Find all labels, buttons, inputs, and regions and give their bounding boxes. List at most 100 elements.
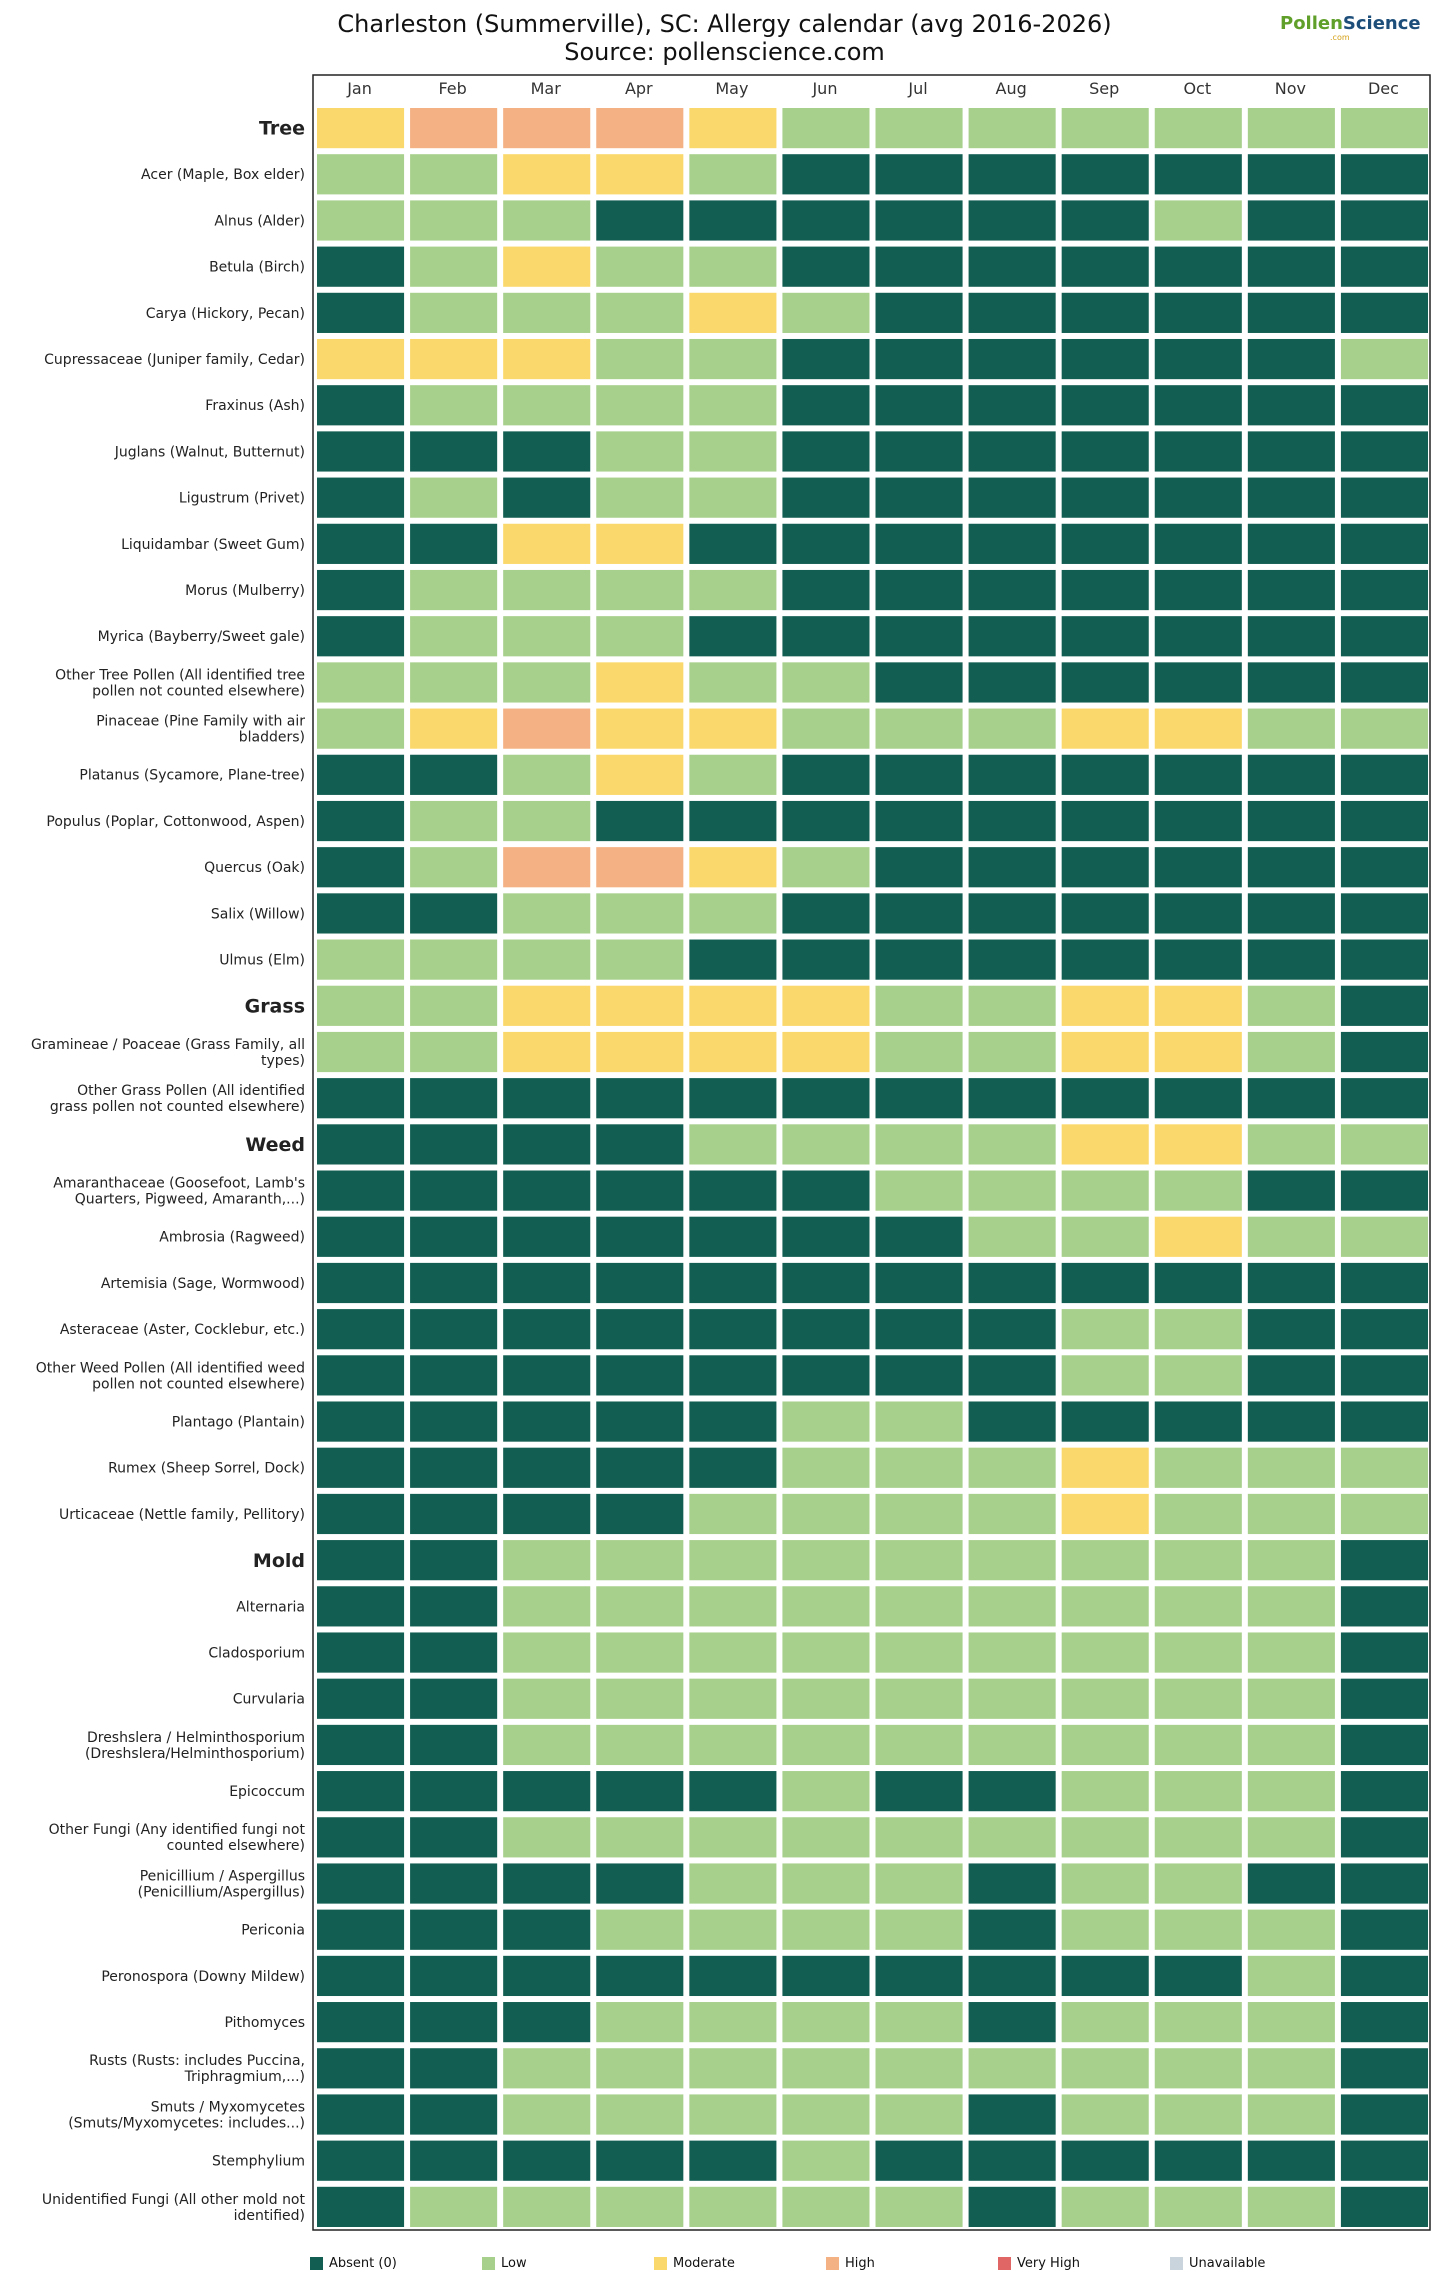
heatmap-cell: Absent (0) bbox=[689, 939, 777, 980]
heatmap-cell: Absent (0) bbox=[1247, 292, 1335, 333]
heatmap-cell: Absent (0) bbox=[1247, 1078, 1335, 1119]
heatmap-cell: Low bbox=[875, 1031, 963, 1073]
heatmap-cell: Absent (0) bbox=[1340, 154, 1428, 195]
heatmap-cell: Moderate bbox=[596, 523, 684, 564]
heatmap-cell: Absent (0) bbox=[1340, 2002, 1428, 2043]
heatmap-cell: Absent (0) bbox=[317, 1355, 405, 1396]
heatmap-cell: Moderate bbox=[1154, 1216, 1242, 1257]
heatmap-cell: Low bbox=[689, 2186, 777, 2227]
heatmap-cell: Absent (0) bbox=[1061, 338, 1149, 380]
taxon-label: Pithomyces bbox=[225, 2015, 305, 2031]
taxon-label: Asteraceae (Aster, Cocklebur, etc.) bbox=[60, 1322, 305, 1338]
heatmap-cell: Absent (0) bbox=[968, 2186, 1056, 2227]
heatmap-cell: Absent (0) bbox=[782, 616, 870, 657]
heatmap-cell: Low bbox=[782, 1817, 870, 1858]
taxon-label: Alnus (Alder) bbox=[214, 213, 305, 229]
heatmap-cell: Low bbox=[782, 2094, 870, 2135]
heatmap-cell: Low bbox=[1247, 1124, 1335, 1165]
logo-part-1: Pollen bbox=[1280, 13, 1343, 34]
heatmap-cell: Low bbox=[1247, 1632, 1335, 1673]
heatmap-cell: Moderate bbox=[1061, 1124, 1149, 1165]
heatmap-cell: Low bbox=[875, 1817, 963, 1858]
heatmap-cell: Absent (0) bbox=[317, 893, 405, 934]
heatmap-cell: Absent (0) bbox=[1247, 893, 1335, 934]
heatmap-cell: Absent (0) bbox=[1247, 847, 1335, 888]
heatmap-cell: Absent (0) bbox=[1340, 2186, 1428, 2227]
heatmap-cell: Moderate bbox=[596, 1031, 684, 1073]
heatmap-cell: Moderate bbox=[503, 1031, 591, 1073]
heatmap-cell: Absent (0) bbox=[875, 431, 963, 472]
heatmap-cell: Absent (0) bbox=[875, 800, 963, 842]
heatmap-cell: Low bbox=[1061, 1309, 1149, 1350]
heatmap-cell: Low bbox=[596, 246, 684, 287]
heatmap-cell: Absent (0) bbox=[317, 2048, 405, 2089]
heatmap-cell: Absent (0) bbox=[689, 1355, 777, 1396]
taxon-label: Morus (Mulberry) bbox=[185, 583, 305, 599]
heatmap-cell: Low bbox=[782, 1447, 870, 1488]
heatmap-row: CurvulariaAbsent (0)Absent (0)LowLowLowL… bbox=[233, 1678, 1428, 1719]
heatmap-row: Asteraceae (Aster, Cocklebur, etc.) Absen… bbox=[60, 1309, 1428, 1350]
heatmap-cell: Low bbox=[689, 754, 777, 795]
group-label: Grass bbox=[245, 995, 305, 1017]
heatmap-cell: Low bbox=[503, 569, 591, 611]
heatmap-cell: Low bbox=[596, 477, 684, 518]
heatmap-cell: Absent (0) bbox=[782, 385, 870, 426]
heatmap-cell: Low bbox=[1154, 2048, 1242, 2089]
taxon-label: identified) bbox=[234, 2208, 305, 2224]
heatmap-cell: Low bbox=[410, 616, 498, 657]
heatmap-cell: Absent (0) bbox=[317, 2186, 405, 2227]
heatmap-cell: Absent (0) bbox=[1061, 2140, 1149, 2181]
heatmap-cell: Low bbox=[1061, 1863, 1149, 1904]
taxon-label: (Smuts/Myxomycetes: includes...) bbox=[68, 2115, 305, 2131]
heatmap-cell: Low bbox=[1247, 1586, 1335, 1627]
heatmap-cell: Low bbox=[1340, 708, 1428, 749]
heatmap-cell: Moderate bbox=[596, 754, 684, 795]
heatmap-cell: Absent (0) bbox=[1061, 847, 1149, 888]
heatmap-cell: Absent (0) bbox=[1340, 754, 1428, 795]
heatmap-cell: Absent (0) bbox=[317, 1262, 405, 1304]
heatmap-cell: Absent (0) bbox=[1154, 569, 1242, 611]
heatmap-cell: Absent (0) bbox=[1340, 246, 1428, 287]
heatmap-cell: Low bbox=[782, 1632, 870, 1673]
group-label: Mold bbox=[253, 1550, 305, 1572]
heatmap-cell: Low bbox=[689, 1909, 777, 1950]
chart-title: Charleston (Summerville), SC: Allergy ca… bbox=[0, 10, 1449, 66]
heatmap-cell: Low bbox=[1340, 1493, 1428, 1535]
heatmap-cell: Low bbox=[596, 616, 684, 657]
heatmap-cell: Absent (0) bbox=[968, 847, 1056, 888]
heatmap-cell: Low bbox=[1061, 108, 1149, 149]
heatmap-cell: Absent (0) bbox=[1247, 246, 1335, 287]
taxon-label: pollen not counted elsewhere) bbox=[92, 683, 305, 699]
heatmap-cell: Low bbox=[875, 2002, 963, 2043]
taxon-label: Alternaria bbox=[236, 1599, 305, 1615]
taxon-label: (Penicillium/Aspergillus) bbox=[138, 1884, 305, 1900]
taxon-label: Fraxinus (Ash) bbox=[205, 398, 305, 414]
heatmap-cell: Absent (0) bbox=[968, 1401, 1056, 1442]
heatmap-cell: Low bbox=[1247, 985, 1335, 1026]
heatmap-cell: Low bbox=[782, 1771, 870, 1812]
heatmap-cell: Absent (0) bbox=[503, 1170, 591, 1211]
heatmap-row: StemphyliumAbsent (0)Absent (0)Absent (0… bbox=[212, 2140, 1428, 2181]
heatmap-cell: Absent (0) bbox=[317, 523, 405, 564]
heatmap-cell: Absent (0) bbox=[782, 154, 870, 195]
taxon-label: Populus (Poplar, Cottonwood, Aspen) bbox=[46, 814, 305, 830]
heatmap-cell: Absent (0) bbox=[1061, 477, 1149, 518]
heatmap-cell: Low bbox=[410, 847, 498, 888]
heatmap-cell: Low bbox=[1247, 2094, 1335, 2135]
heatmap-cell: Absent (0) bbox=[875, 616, 963, 657]
heatmap-cell: Absent (0) bbox=[503, 2140, 591, 2181]
heatmap-cell: Low bbox=[968, 985, 1056, 1026]
heatmap-cell: Absent (0) bbox=[875, 1078, 963, 1119]
heatmap-cell: Absent (0) bbox=[782, 1216, 870, 1257]
taxon-label: Salix (Willow) bbox=[211, 906, 305, 922]
heatmap-cell: Absent (0) bbox=[317, 1540, 405, 1581]
heatmap-cell: High bbox=[503, 847, 591, 888]
heatmap-cell: Moderate bbox=[689, 1031, 777, 1073]
heatmap-cell: Low bbox=[875, 2186, 963, 2227]
heatmap-cell: Absent (0) bbox=[1340, 385, 1428, 426]
heatmap-cell: Absent (0) bbox=[1061, 1262, 1149, 1304]
legend-swatch bbox=[998, 2257, 1011, 2270]
heatmap-cell: Absent (0) bbox=[596, 1401, 684, 1442]
heatmap-cell: Absent (0) bbox=[1247, 431, 1335, 472]
heatmap-cell: Low bbox=[503, 1632, 591, 1673]
